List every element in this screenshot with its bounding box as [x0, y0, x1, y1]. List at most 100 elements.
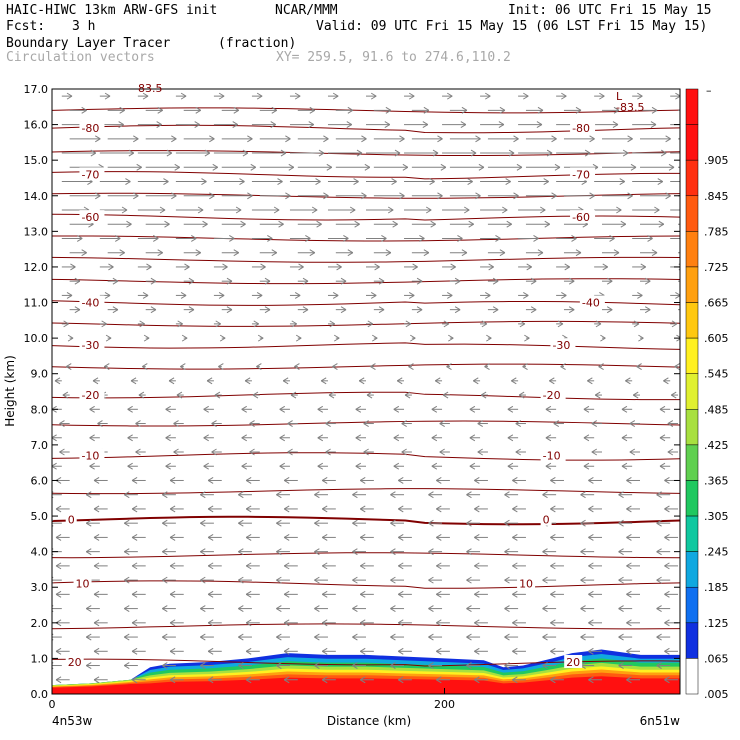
wind-vector [317, 434, 328, 442]
wind-vector [442, 92, 453, 100]
wind-vector [436, 676, 450, 684]
wind-vector [670, 152, 680, 154]
y-tick-label: 7.0 [31, 439, 49, 452]
wind-vector [436, 647, 450, 655]
wind-vector [480, 391, 488, 399]
wind-vector [352, 519, 366, 527]
wind-vector [335, 249, 354, 257]
wind-vector [335, 306, 347, 314]
wind-vector [219, 334, 226, 342]
wind-vector [563, 135, 595, 143]
colorbar-label: .065 [704, 652, 729, 665]
wind-vector [327, 121, 353, 129]
contour-label: -10 [81, 450, 99, 463]
wind-vector [276, 548, 290, 556]
wind-vector [664, 647, 679, 655]
wind-vector [259, 163, 295, 171]
wind-vector [352, 633, 366, 641]
wind-vector [352, 491, 366, 499]
wind-vector [175, 320, 183, 328]
wind-vector [670, 291, 680, 299]
wind-vector [67, 334, 74, 342]
wind-vector [512, 562, 526, 570]
wind-vector [321, 676, 336, 684]
wind-vector [317, 462, 328, 470]
wind-vector [131, 619, 146, 627]
wind-vector [404, 263, 418, 271]
field-units: (fraction) [218, 36, 297, 51]
wind-vector [355, 434, 366, 442]
wind-vector [162, 605, 176, 613]
wind-vector [314, 548, 328, 556]
wind-vector [89, 405, 100, 413]
wind-vector [127, 462, 138, 470]
wind-vector [238, 491, 252, 499]
wind-vector [366, 149, 401, 157]
wind-vector [335, 192, 367, 200]
colorbar-label: .785 [704, 225, 729, 238]
wind-vector [398, 647, 412, 655]
wind-vector [594, 320, 602, 328]
wind-vector [442, 263, 456, 271]
wind-vector [404, 121, 429, 129]
colorbar-label: .545 [704, 368, 729, 381]
wind-vector [474, 676, 488, 684]
colorbar-swatch [685, 622, 699, 659]
wind-vector [507, 405, 519, 413]
colorbar-swatch [685, 88, 699, 125]
wind-vector [487, 277, 499, 285]
wind-vector [251, 263, 266, 271]
wind-vector [656, 633, 671, 641]
wind-vector [173, 448, 184, 456]
wind-vector [550, 590, 564, 598]
contour-label-bg [564, 654, 583, 668]
wind-vector [352, 548, 366, 556]
wind-vector [601, 106, 620, 114]
wind-vector [487, 192, 519, 200]
wind-vector [507, 434, 519, 442]
contour-label-bg [65, 512, 77, 526]
wind-vector [556, 92, 567, 100]
colorbar-label: .125 [704, 617, 729, 630]
wind-vector [137, 92, 149, 100]
wind-vector [524, 334, 530, 342]
isotherm-line [52, 580, 680, 589]
wind-vector [99, 149, 135, 157]
wind-vector [594, 178, 625, 185]
wind-vector [588, 505, 602, 513]
wind-vector [355, 462, 366, 470]
wind-vector [61, 149, 97, 157]
wind-vector [55, 477, 70, 484]
wind-vector [366, 235, 387, 242]
x-axis-label: Distance (km) [327, 714, 411, 728]
wind-vector [436, 562, 450, 570]
wind-vector [640, 106, 658, 114]
wind-vector [674, 363, 680, 371]
isotherm-line-minor [52, 623, 680, 630]
wind-vector [107, 106, 125, 114]
wind-vector [404, 92, 415, 100]
wind-vector [594, 149, 629, 157]
wind-vector [659, 462, 671, 470]
wind-vector [442, 149, 477, 157]
wind-vector [474, 477, 488, 484]
wind-vector [317, 405, 328, 413]
wind-vector [545, 462, 557, 470]
wind-vector [314, 662, 328, 669]
wind-vector [55, 505, 70, 513]
wind-vector [124, 662, 138, 669]
wind-vector [52, 462, 62, 470]
wind-vector [165, 434, 176, 442]
colorbar-label: .005 [704, 688, 729, 701]
wind-vector [449, 277, 461, 285]
wind-vector [515, 420, 526, 427]
isotherm-line-minor [52, 320, 680, 327]
wind-vector [618, 662, 633, 669]
wind-vector [439, 420, 450, 427]
wind-vector [283, 477, 298, 484]
wind-vector [279, 405, 290, 413]
wind-vector [553, 420, 564, 427]
wind-vector [124, 605, 138, 613]
wind-vector [314, 519, 328, 527]
wind-vector [282, 377, 290, 385]
